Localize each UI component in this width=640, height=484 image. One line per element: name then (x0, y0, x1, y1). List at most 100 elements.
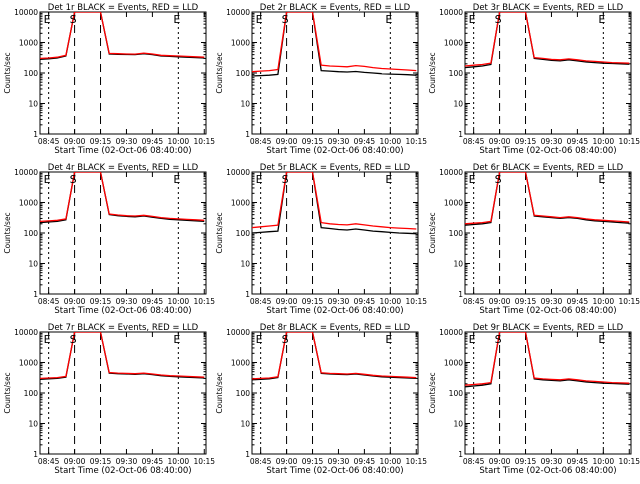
panel-title: Det 3r BLACK = Events, RED = LLD (473, 3, 624, 13)
x-tick-label: 09:45 (142, 457, 164, 466)
event-marker-label: E (173, 173, 180, 186)
y-tick-label: 1 (33, 290, 38, 299)
x-tick-label: 09:45 (567, 137, 589, 146)
event-marker-label: E (44, 173, 51, 186)
panel-title: Det 2r BLACK = Events, RED = LLD (260, 3, 411, 13)
y-tick-label: 1000 (19, 199, 38, 208)
series-line-lld (252, 332, 417, 380)
x-tick-label: 09:45 (567, 297, 589, 306)
y-tick-label: 1 (245, 130, 250, 139)
y-tick-label: 1 (33, 450, 38, 459)
panel-title: Det 1r BLACK = Events, RED = LLD (48, 3, 199, 13)
x-tick-label: 09:00 (276, 457, 298, 466)
event-marker-label: E (385, 333, 392, 346)
y-axis-title: Counts/sec (215, 212, 224, 253)
event-marker-label: E (256, 173, 263, 186)
data-area (40, 332, 205, 454)
event-marker-label: E (385, 173, 392, 186)
plot-frame (251, 331, 419, 455)
x-tick-label: 08:45 (250, 457, 272, 466)
y-tick-label: 100 (236, 389, 251, 398)
plot-frame (464, 171, 632, 295)
panel-title: Det 4r BLACK = Events, RED = LLD (48, 163, 199, 173)
x-tick-label: 09:30 (116, 457, 138, 466)
x-tick-label: 09:30 (328, 137, 350, 146)
y-tick-label: 10 (28, 260, 38, 269)
x-tick-label: 08:45 (38, 137, 60, 146)
x-tick-label: 09:15 (302, 297, 324, 306)
event-marker-label: S (282, 173, 289, 186)
plot-frame (251, 11, 419, 135)
x-tick-label: 10:00 (168, 137, 190, 146)
panel-title: Det 8r BLACK = Events, RED = LLD (260, 323, 411, 333)
event-marker-label: S (70, 333, 77, 346)
data-area (40, 172, 205, 294)
x-tick-label: 10:00 (593, 457, 615, 466)
x-tick-label: 09:45 (142, 137, 164, 146)
event-marker-label: S (70, 13, 77, 26)
data-area (40, 12, 205, 134)
event-marker-label: S (495, 173, 502, 186)
y-tick-label: 10000 (226, 168, 250, 177)
x-tick-label: 10:00 (380, 137, 402, 146)
x-tick-label: 09:45 (567, 457, 589, 466)
x-tick-label: 09:15 (515, 137, 537, 146)
x-tick-label: 09:00 (276, 137, 298, 146)
event-marker-label: E (598, 333, 605, 346)
x-tick-label: 09:15 (90, 457, 112, 466)
y-tick-label: 10000 (439, 328, 463, 337)
x-axis-title: Start Time (02-Oct-06 08:40:00) (479, 466, 616, 476)
x-tick-label: 10:15 (618, 137, 640, 146)
event-marker-label: E (469, 13, 476, 26)
event-marker-label: E (256, 333, 263, 346)
x-tick-label: 09:00 (489, 137, 511, 146)
event-marker-label: S (282, 333, 289, 346)
x-tick-label: 10:00 (593, 297, 615, 306)
x-axis-title: Start Time (02-Oct-06 08:40:00) (54, 466, 191, 476)
y-tick-label: 100 (449, 389, 464, 398)
panel-title: Det 7r BLACK = Events, RED = LLD (48, 323, 199, 333)
y-tick-label: 1000 (231, 359, 250, 368)
x-tick-label: 10:15 (193, 297, 215, 306)
x-axis-title: Start Time (02-Oct-06 08:40:00) (54, 306, 191, 316)
y-axis-title: Counts/sec (215, 52, 224, 93)
y-tick-label: 1 (245, 290, 250, 299)
y-tick-label: 1000 (231, 199, 250, 208)
plot-frame (39, 331, 207, 455)
y-tick-label: 10000 (14, 328, 38, 337)
data-area (465, 172, 630, 294)
y-tick-label: 1 (33, 130, 38, 139)
panel-4: Det 4r BLACK = Events, RED = LLD 1 10 100 10… (3, 163, 215, 316)
x-tick-label: 09:00 (64, 457, 86, 466)
y-tick-label: 100 (236, 69, 251, 78)
y-tick-label: 10000 (14, 8, 38, 17)
series-line-lld (40, 332, 205, 380)
panel-8: Det 8r BLACK = Events, RED = LLD 1 10 100 10… (215, 323, 427, 476)
x-tick-label: 08:45 (463, 297, 485, 306)
y-tick-label: 10000 (14, 168, 38, 177)
x-tick-label: 10:15 (193, 457, 215, 466)
y-tick-label: 100 (449, 69, 464, 78)
panel-6: Det 6r BLACK = Events, RED = LLD 1 10 100 10… (428, 163, 640, 316)
x-axis-title: Start Time (02-Oct-06 08:40:00) (266, 146, 403, 156)
y-axis-title: Counts/sec (428, 212, 437, 253)
y-tick-label: 10000 (226, 328, 250, 337)
data-area (252, 172, 417, 294)
y-tick-label: 10000 (226, 8, 250, 17)
y-tick-label: 100 (24, 69, 39, 78)
y-tick-label: 10000 (439, 168, 463, 177)
y-tick-label: 10 (28, 100, 38, 109)
y-tick-label: 10 (28, 420, 38, 429)
event-marker-label: E (469, 333, 476, 346)
x-tick-label: 08:45 (463, 137, 485, 146)
plot-frame (464, 331, 632, 455)
y-tick-label: 10000 (439, 8, 463, 17)
data-area (465, 12, 630, 134)
x-tick-label: 09:15 (90, 297, 112, 306)
event-marker-label: E (469, 173, 476, 186)
x-tick-label: 09:30 (541, 137, 563, 146)
x-tick-label: 10:00 (168, 457, 190, 466)
series-line-lld (40, 172, 205, 223)
